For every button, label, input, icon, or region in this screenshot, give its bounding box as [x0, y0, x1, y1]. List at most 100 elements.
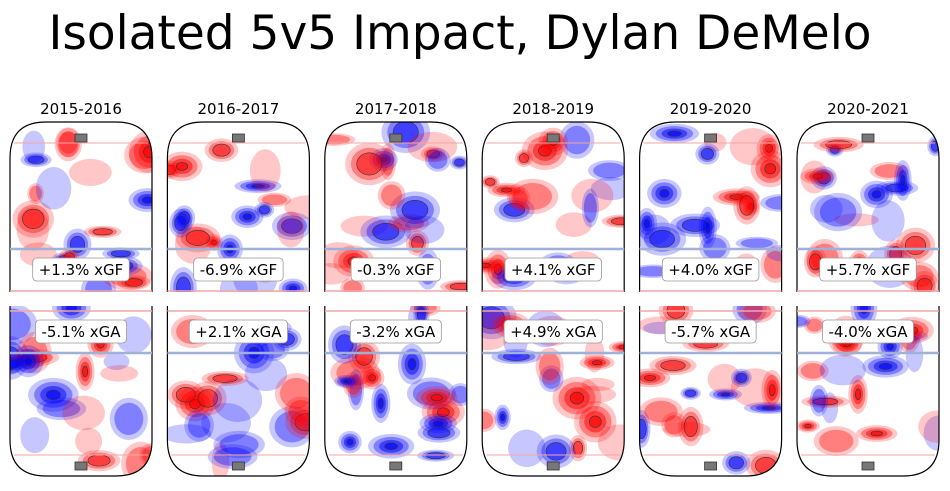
- contour-blob: [449, 282, 467, 291]
- xgf-box: [819, 257, 917, 282]
- season-title: 2018-2019: [512, 100, 594, 118]
- heatmap-contours: [167, 138, 310, 292]
- contour-blob: [508, 429, 546, 468]
- xga-box: [822, 319, 914, 344]
- contour-blob: [659, 189, 670, 198]
- contour-blob: [377, 181, 406, 210]
- contour-blob: [340, 277, 365, 292]
- contour-blob: [729, 128, 777, 166]
- heatmap-contours: [327, 306, 467, 462]
- contour-blob: [797, 314, 811, 328]
- contour-blob: [274, 373, 310, 414]
- contour-blob: [591, 360, 603, 366]
- rink-panel: 2017-2018 -0.3% xGF -3.2% xGA: [324, 100, 468, 477]
- contour-blob: [538, 145, 552, 157]
- contour-blob: [834, 213, 879, 227]
- xgf-value: +1.3% xGF: [39, 261, 124, 279]
- contour-blob: [244, 356, 288, 392]
- contour-blob: [735, 372, 748, 383]
- contour-blob: [761, 405, 776, 410]
- contour-blob: [45, 389, 61, 400]
- xgf-label: +4.0% xGF: [661, 257, 760, 282]
- xga-box: [349, 319, 442, 344]
- contour-blob: [103, 352, 130, 370]
- contour-blob: [700, 148, 714, 160]
- season-title: 2017-2018: [355, 100, 437, 118]
- goal-net: [861, 133, 875, 143]
- contour-blob: [813, 426, 859, 457]
- heatmap-contours: [167, 314, 310, 476]
- contour-blob: [918, 410, 939, 443]
- contour-blob: [343, 280, 362, 292]
- contour-blob: [797, 316, 808, 327]
- contour-blob: [923, 415, 939, 451]
- contour-blob: [707, 363, 742, 395]
- contour-blob: [27, 183, 44, 204]
- contour-blob: [508, 187, 531, 211]
- xga-box: [503, 319, 603, 344]
- contour-blob: [581, 188, 599, 228]
- contour-blob: [454, 158, 465, 167]
- contour-blob: [167, 424, 212, 444]
- goal-net: [231, 133, 245, 143]
- xgf-value: +5.7% xGF: [826, 261, 911, 279]
- xga-label: -3.2% xGA: [349, 319, 442, 344]
- xgf-label: +1.3% xGF: [32, 257, 130, 282]
- contour-blob: [886, 342, 894, 351]
- rink-panel: 2019-2020 +4.0% xGF -5.7% xGA: [639, 100, 783, 477]
- contour-blob: [819, 429, 854, 453]
- contour-blob: [10, 308, 31, 341]
- contour-blob: [809, 194, 843, 223]
- xga-value: -4.0% xGA: [828, 323, 908, 341]
- contour-blob: [728, 456, 744, 470]
- contour-blob: [589, 415, 602, 428]
- xga-value: +2.1% xGA: [195, 323, 282, 341]
- contour-blob: [212, 374, 238, 383]
- xga-label: -4.0% xGA: [822, 319, 914, 344]
- contour-blob: [764, 163, 777, 175]
- contour-blob: [356, 152, 383, 176]
- rink-boards-bottom: [324, 306, 468, 477]
- contour-blob: [555, 212, 592, 237]
- heatmap-contours: [797, 306, 939, 457]
- contour-blob: [803, 316, 826, 334]
- contour-blob: [185, 230, 210, 246]
- rink-boards-top: [166, 121, 310, 292]
- xga-value: -5.7% xGA: [671, 323, 751, 341]
- contour-blob: [346, 438, 354, 446]
- contour-blob: [797, 360, 829, 382]
- contour-blob: [426, 149, 440, 159]
- rink-panel: 2015-2016 +1.3% xGF -5.1% xGA: [9, 100, 153, 477]
- contour-blob: [213, 447, 252, 466]
- contour-blob: [425, 452, 446, 460]
- contour-blob: [212, 378, 263, 422]
- contour-blob: [639, 418, 647, 439]
- contour-blob: [870, 430, 883, 437]
- xga-label: +2.1% xGA: [188, 319, 288, 344]
- contour-blob: [597, 424, 625, 461]
- contour-blob: [407, 358, 417, 371]
- xgf-value: +4.1% xGF: [511, 261, 596, 279]
- contour-blob: [372, 222, 400, 241]
- contour-blob: [294, 413, 310, 432]
- contour-blob: [661, 412, 688, 438]
- contour-blob: [20, 417, 50, 454]
- contour-blob: [871, 190, 882, 199]
- contour-blob: [368, 374, 376, 382]
- contour-blob: [174, 215, 187, 232]
- xga-box: [664, 319, 757, 344]
- contour-blob: [176, 276, 191, 292]
- season-title: 2020-2021: [827, 100, 909, 118]
- contour-blob: [644, 400, 678, 423]
- contour-blob: [482, 310, 513, 351]
- xga-box: [188, 319, 288, 344]
- contour-blob: [22, 130, 46, 163]
- contour-blob: [500, 187, 513, 193]
- contour-blob: [424, 147, 451, 172]
- contour-blob: [22, 208, 45, 229]
- contour-blob: [512, 183, 553, 210]
- contour-blob: [809, 384, 829, 417]
- contour-blob: [403, 215, 445, 244]
- rink-boards-bottom: [166, 306, 310, 477]
- contour-blob: [535, 347, 564, 385]
